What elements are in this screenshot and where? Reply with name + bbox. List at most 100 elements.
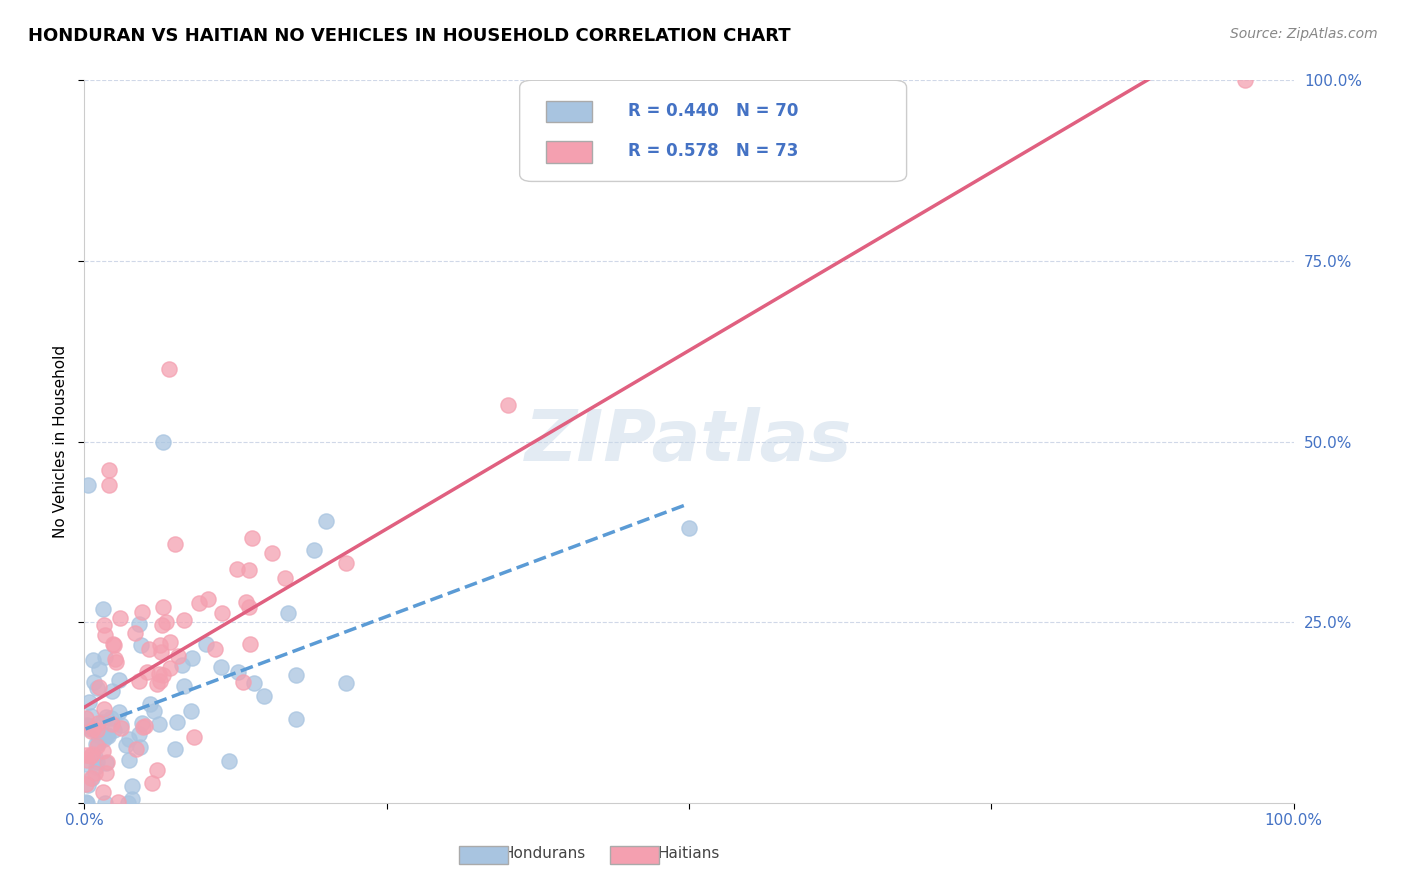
Point: [132, 720, 155, 734]
Point: [163, 537, 186, 551]
Point: [197, 591, 219, 606]
Point: [181, 651, 204, 665]
Point: [101, 637, 124, 651]
Point: [188, 596, 211, 610]
Point: [121, 779, 143, 793]
Point: [75, 747, 97, 762]
Y-axis label: No Vehicles in Household: No Vehicles in Household: [52, 345, 67, 538]
Point: [77, 719, 100, 733]
Point: [239, 637, 262, 651]
Point: [159, 661, 181, 675]
Point: [157, 362, 180, 376]
Point: [86, 737, 108, 751]
Point: [240, 531, 263, 545]
Point: [110, 721, 132, 735]
Point: [84, 760, 107, 774]
Point: [94, 765, 117, 780]
Point: [79, 723, 101, 737]
Point: [75, 777, 97, 791]
Point: [93, 618, 115, 632]
Point: [138, 641, 160, 656]
Text: Hondurans: Hondurans: [502, 846, 585, 861]
Point: [218, 754, 240, 768]
Point: [118, 731, 141, 746]
Point: [100, 711, 122, 725]
Point: [228, 665, 250, 679]
Point: [243, 676, 266, 690]
Point: [103, 638, 125, 652]
Point: [87, 715, 110, 730]
Point: [97, 463, 120, 477]
Point: [335, 676, 357, 690]
Point: [121, 791, 143, 805]
Point: [284, 668, 307, 682]
Point: [180, 704, 202, 718]
Point: [172, 658, 194, 673]
Point: [166, 714, 188, 729]
Point: [79, 708, 101, 723]
Point: [93, 731, 115, 746]
Point: [107, 705, 129, 719]
Point: [134, 719, 156, 733]
Point: [204, 641, 226, 656]
Point: [86, 736, 108, 750]
Point: [82, 747, 104, 761]
Point: [118, 753, 141, 767]
Point: [77, 478, 100, 492]
Point: [260, 546, 283, 560]
Point: [76, 753, 98, 767]
Point: [149, 645, 172, 659]
Point: [82, 653, 104, 667]
FancyBboxPatch shape: [547, 141, 592, 162]
Point: [152, 434, 174, 449]
Point: [83, 749, 105, 764]
Point: [96, 710, 118, 724]
Point: [238, 599, 260, 614]
Point: [103, 723, 125, 737]
Point: [152, 599, 174, 614]
Point: [101, 716, 124, 731]
Point: [1234, 73, 1257, 87]
Point: [285, 712, 308, 726]
Point: [183, 730, 205, 744]
Text: R = 0.440   N = 70: R = 0.440 N = 70: [628, 102, 799, 120]
Point: [496, 398, 519, 412]
Point: [273, 571, 295, 585]
Point: [209, 660, 232, 674]
FancyBboxPatch shape: [460, 847, 508, 864]
Point: [93, 702, 115, 716]
Point: [104, 652, 127, 666]
Point: [277, 606, 299, 620]
Text: Source: ZipAtlas.com: Source: ZipAtlas.com: [1230, 27, 1378, 41]
Point: [194, 637, 217, 651]
Point: [163, 742, 186, 756]
Point: [82, 722, 104, 736]
Point: [91, 744, 114, 758]
Point: [238, 563, 260, 577]
Point: [91, 715, 114, 730]
Point: [148, 667, 170, 681]
Point: [86, 755, 108, 769]
Point: [145, 763, 167, 777]
Point: [211, 607, 233, 621]
Point: [146, 677, 169, 691]
Point: [302, 542, 325, 557]
Point: [91, 784, 114, 798]
Point: [159, 634, 181, 648]
Point: [315, 514, 337, 528]
Point: [97, 730, 120, 744]
FancyBboxPatch shape: [610, 847, 659, 864]
Point: [110, 718, 132, 732]
Point: [80, 772, 103, 786]
Point: [108, 673, 131, 688]
Text: R = 0.578   N = 73: R = 0.578 N = 73: [628, 142, 799, 160]
Point: [75, 795, 97, 809]
Point: [129, 638, 152, 652]
Point: [152, 668, 174, 682]
Point: [117, 796, 139, 810]
Point: [173, 614, 195, 628]
Point: [148, 716, 170, 731]
Point: [141, 776, 163, 790]
Point: [87, 662, 110, 676]
Point: [75, 711, 97, 725]
